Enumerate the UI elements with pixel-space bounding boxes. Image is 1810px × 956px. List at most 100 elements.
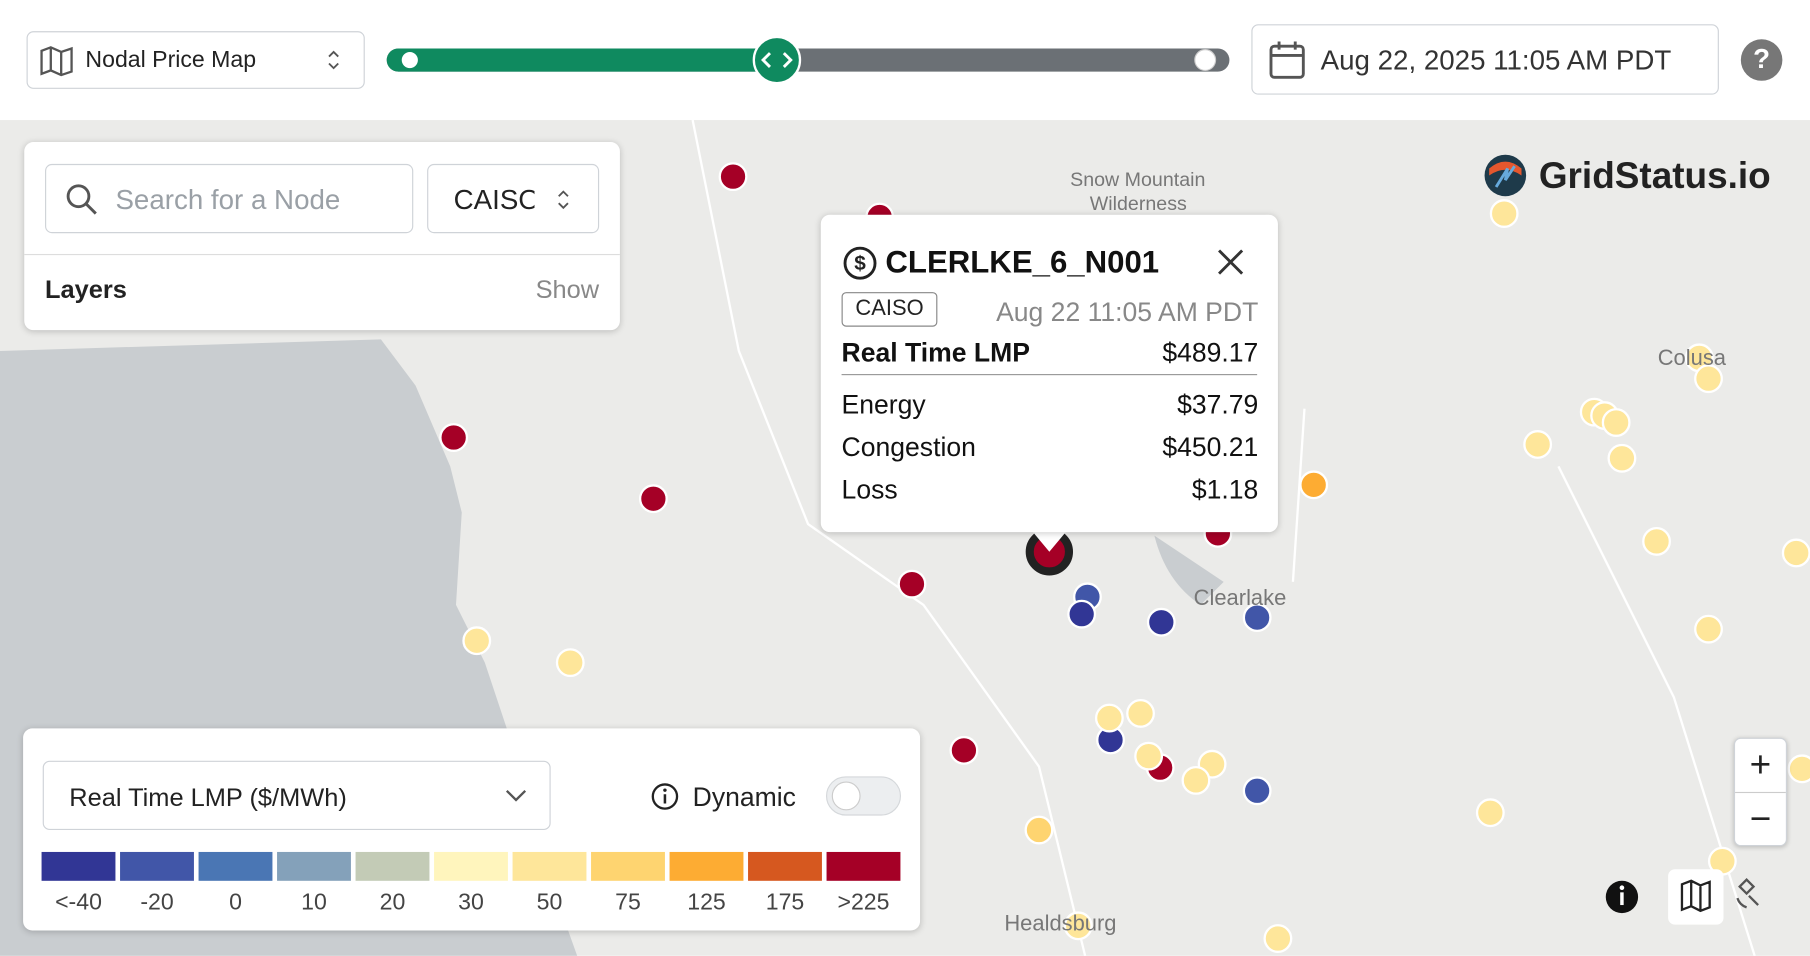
price-node[interactable] [462, 626, 492, 656]
legend-panel: Real Time LMP ($/MWh) Dynamic <-40 -20 0 10… [23, 728, 921, 931]
zoom-out[interactable]: − [1749, 797, 1772, 840]
satellite-button[interactable] [1736, 878, 1759, 909]
legend-label: 50 [536, 890, 563, 916]
row-label: Congestion [841, 431, 976, 462]
legend-swatch [198, 851, 273, 881]
price-node[interactable] [718, 162, 748, 192]
close-button[interactable] [1216, 247, 1246, 277]
chevrons [558, 190, 569, 210]
row-value: $1.18 [1191, 474, 1259, 505]
brand-logo [1484, 154, 1527, 197]
node-name: CLERLKE_6_N001 [885, 244, 1160, 280]
price-node[interactable] [555, 648, 585, 678]
metric-select[interactable]: Real Time LMP ($/MWh) [42, 760, 551, 831]
legend-label: 0 [229, 890, 242, 916]
svg-text:$: $ [854, 252, 866, 275]
search-icon [66, 184, 97, 215]
dollar-icon: $ [843, 246, 877, 280]
price-node[interactable] [1181, 765, 1211, 795]
map-label: Colusa [1657, 346, 1727, 371]
divider [1735, 791, 1786, 794]
legend-label: 30 [458, 890, 484, 916]
iso-badge: CAISO [841, 292, 938, 327]
dynamic-label: Dynamic [692, 781, 796, 812]
price-node[interactable] [1694, 364, 1723, 394]
chevrons [328, 50, 339, 70]
search-panel: Search for a Node CAISO Layers Show [24, 141, 620, 331]
price-node[interactable] [1242, 776, 1272, 806]
legend-label: 175 [765, 890, 805, 916]
price-node[interactable] [638, 484, 668, 514]
search-input[interactable]: Search for a Node [45, 163, 414, 234]
search-placeholder: Search for a Node [115, 184, 341, 216]
show-button[interactable]: Show [535, 274, 600, 304]
iso-label: CAISO [453, 184, 535, 216]
chevron-down [505, 789, 527, 802]
map-style-button[interactable] [1668, 869, 1724, 925]
legend-swatch [512, 851, 587, 881]
zoom-in[interactable]: + [1749, 743, 1772, 785]
node-popup: $ CLERLKE_6_N001 CAISO Aug 22 11:05 AM P… [820, 214, 1278, 533]
iso-select[interactable]: CAISO [427, 163, 600, 234]
legend-swatch [120, 851, 194, 881]
legend-label: -20 [140, 890, 174, 916]
price-node[interactable] [1094, 703, 1124, 733]
dynamic-toggle[interactable] [825, 776, 902, 818]
row-label: Real Time LMP [841, 337, 1030, 368]
map-label: Wilderness [1089, 192, 1187, 215]
map-label: Clearlake [1193, 586, 1287, 611]
legend-swatch [826, 851, 901, 881]
price-node[interactable] [1063, 911, 1093, 941]
zoom-control: + − [1733, 737, 1788, 847]
price-node[interactable] [1607, 443, 1637, 473]
legend-swatch [669, 851, 744, 881]
help-button[interactable]: ? [1740, 39, 1783, 81]
map-label: Snow Mountain [1070, 168, 1206, 191]
datetime: Aug 22, 2025 11:05 AM PDT [1320, 45, 1672, 77]
legend-swatch [355, 851, 430, 881]
legend-swatch [277, 851, 351, 881]
popup-time: Aug 22 11:05 AM PDT [996, 296, 1259, 327]
legend-swatch [591, 851, 665, 881]
map-select[interactable]: Nodal Price Map [26, 31, 365, 89]
legend-swatch [41, 851, 116, 881]
layers-label: Layers [45, 274, 127, 304]
legend-swatch [434, 851, 508, 881]
map-select-label: Nodal Price Map [85, 47, 257, 73]
price-node[interactable] [1126, 698, 1155, 728]
price-node[interactable] [1601, 408, 1631, 437]
price-node[interactable] [1523, 430, 1553, 459]
popup-pointer [1032, 531, 1067, 552]
row-label: Loss [841, 474, 898, 505]
price-node[interactable] [1263, 924, 1293, 953]
price-node[interactable] [1134, 741, 1164, 771]
price-node[interactable] [1299, 470, 1329, 500]
price-node[interactable] [1024, 815, 1054, 845]
price-node[interactable] [1642, 526, 1671, 556]
divider [841, 374, 1258, 376]
legend-label: <-40 [55, 890, 102, 916]
legend-label: >225 [837, 890, 890, 916]
calendar-icon [1269, 41, 1305, 79]
price-node[interactable] [1781, 538, 1810, 568]
legend-label: 10 [301, 890, 327, 916]
price-node[interactable] [1787, 754, 1810, 784]
divider [24, 253, 620, 256]
price-node[interactable] [1067, 599, 1097, 629]
map-label: Healdsburg [1004, 911, 1117, 937]
price-node[interactable] [949, 735, 979, 765]
price-node[interactable] [1475, 798, 1505, 828]
price-node[interactable] [1242, 603, 1272, 633]
row-value: $37.79 [1177, 389, 1259, 420]
metric-label: Real Time LMP ($/MWh) [69, 782, 347, 812]
row-value: $489.17 [1162, 337, 1259, 368]
brand: GridStatus.io [1538, 154, 1771, 197]
price-node[interactable] [1489, 199, 1519, 228]
price-node[interactable] [1694, 614, 1723, 644]
legend-label: 125 [687, 890, 726, 916]
price-node[interactable] [897, 569, 927, 599]
price-node[interactable] [439, 423, 469, 452]
time-slider[interactable] [381, 32, 1235, 87]
price-node[interactable] [1146, 607, 1176, 637]
date-picker[interactable]: Aug 22, 2025 11:05 AM PDT [1251, 24, 1719, 95]
